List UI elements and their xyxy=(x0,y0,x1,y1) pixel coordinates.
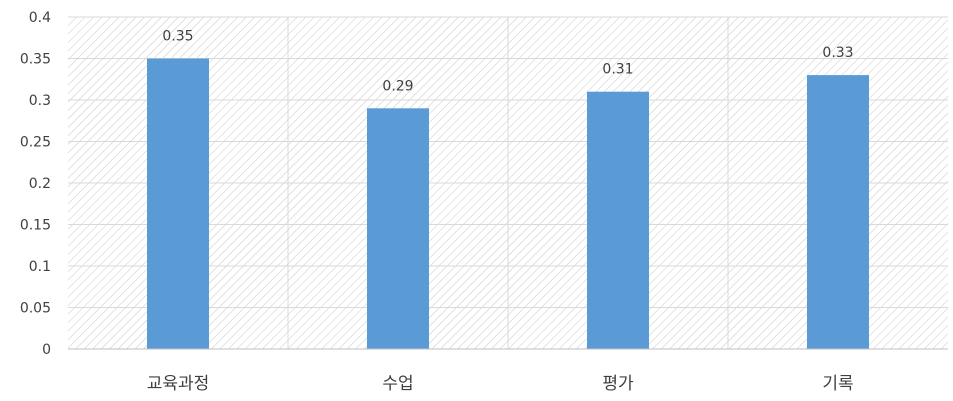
labels: 0 0.05 0.1 0.15 0.2 0.25 0.3 0.35 0.4 0.35 교육과정 0.2… xyxy=(20,10,854,394)
data-label: 0.35 xyxy=(162,29,193,45)
y-tick-label: 0.3 xyxy=(29,93,51,109)
y-tick-label: 0.2 xyxy=(29,176,51,192)
y-tick-label: 0.35 xyxy=(20,52,51,68)
data-label: 0.29 xyxy=(382,78,413,94)
grid-lines xyxy=(68,16,948,349)
y-tick-label: 0.05 xyxy=(20,301,51,317)
y-tick-label: 0.15 xyxy=(20,218,51,234)
x-tick-label: 평가 xyxy=(602,374,634,394)
bar xyxy=(367,108,429,349)
y-tick-label: 0.25 xyxy=(20,135,51,151)
x-tick-label: 기록 xyxy=(822,374,853,394)
x-tick-label: 수업 xyxy=(382,374,413,394)
x-tick-label: 교육과정 xyxy=(147,374,210,394)
y-tick-label: 0.1 xyxy=(29,259,51,275)
bar xyxy=(587,91,649,349)
data-label: 0.33 xyxy=(822,45,853,61)
bar xyxy=(807,75,869,349)
bar xyxy=(147,58,209,349)
bars xyxy=(147,58,869,349)
y-tick-label: 0.4 xyxy=(29,10,51,26)
data-label: 0.31 xyxy=(602,62,633,78)
y-tick-label: 0 xyxy=(42,342,51,358)
